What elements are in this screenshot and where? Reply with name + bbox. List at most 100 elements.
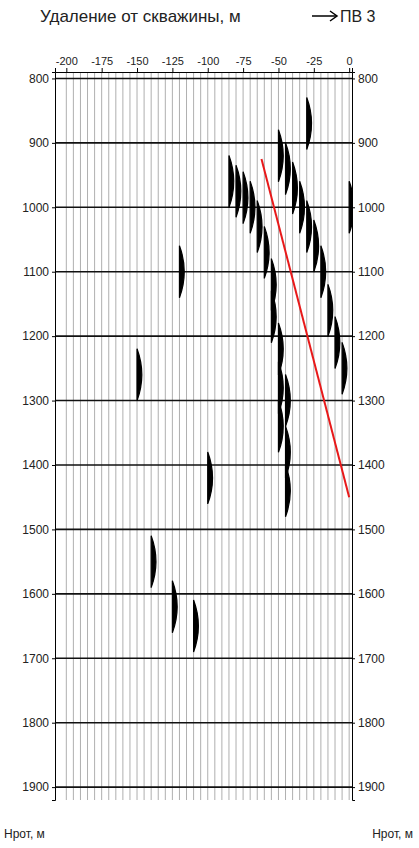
y-tick-mark [52,336,55,337]
event [342,342,347,394]
y-tick: 1300 [352,394,385,408]
y-tick-mark [52,529,55,530]
y-tick-mark [52,658,55,659]
y-tick-label: 1100 [23,265,49,279]
event [335,317,340,369]
x-tick: -75 [236,55,252,72]
y-tick: 1000 [22,201,55,215]
trace [335,72,336,800]
y-tick-label: 1200 [358,329,385,343]
event [328,284,333,336]
y-tick-mark [352,207,355,208]
arrow-line [312,15,336,17]
y-tick: 1800 [352,716,385,730]
y-tick-mark [352,143,355,144]
grid-line [55,529,352,531]
event [243,172,248,224]
y-tick-label: 900 [29,136,49,150]
y-tick-mark [352,594,355,595]
y-tick: 900 [352,136,378,150]
event [236,165,241,217]
event [286,375,291,427]
event [137,349,142,401]
y-tick-label: 1900 [22,780,49,794]
trace [214,72,215,800]
event [257,201,262,253]
y-tick-mark [52,143,55,144]
y-axis-right: 8009001000110012001300140015001600170018… [352,72,385,801]
trace [108,72,109,800]
y-tick: 1500 [22,523,55,537]
title: Удаление от скважины, м [40,7,241,26]
y-tick: 1700 [352,652,385,666]
grid-line [55,657,352,659]
y-axis-line [353,73,356,801]
x-tick-label: -150 [127,55,149,67]
grid-line [55,722,352,724]
y-tick: 1100 [23,265,55,279]
trace [129,72,130,800]
trace [80,72,81,800]
trace [115,72,116,800]
event [321,246,326,298]
trace [144,72,145,800]
trace [137,72,138,800]
grid-line [55,271,352,273]
y-tick-mark [52,594,55,595]
y-tick: 1900 [22,780,55,794]
trace [87,72,88,800]
y-tick-label: 1000 [22,201,49,215]
trace [271,72,272,800]
y-tick-label: 800 [29,72,49,86]
x-tick-mark [208,68,209,72]
y-tick-label: 1600 [358,587,385,601]
grid-line [55,593,352,595]
x-tick-mark [172,68,173,72]
grid-line [55,464,352,466]
y-tick-label: 1600 [22,587,49,601]
x-tick: -150 [127,55,149,72]
y-tick-mark [352,336,355,337]
y-tick: 1000 [352,201,385,215]
x-tick-label: -125 [162,55,184,67]
event [286,465,291,517]
event [286,143,291,195]
trace [207,72,208,800]
y-tick-mark [352,723,355,724]
y-tick-label: 800 [358,72,378,86]
grid-line [55,786,352,788]
event [271,291,276,343]
event [314,220,319,272]
x-tick-label: -175 [91,55,113,67]
event [194,600,199,652]
trace [101,72,102,800]
y-tick-label: 1500 [22,523,49,537]
y-tick: 1200 [352,329,385,343]
trace [73,72,74,800]
x-tick-mark [314,68,315,72]
event [278,130,283,182]
x-axis: -200-175-150-125-100-75-50-250 [56,55,353,73]
y-axis-title: Нрот, м [4,827,45,841]
y-tick-label: 1000 [358,201,385,215]
annotation-text: ПВ 3 [340,8,376,25]
y-tick-label: 1400 [358,458,385,472]
x-tick-label: 0 [347,55,353,67]
y-tick: 1600 [22,587,55,601]
y-tick-mark [52,207,55,208]
y-tick-mark [52,78,55,79]
x-tick-label: -25 [306,55,322,67]
y-tick: 1800 [22,716,55,730]
y-tick-mark [352,272,355,273]
y-tick-label: 1400 [22,458,49,472]
y-tick-label: 1200 [22,329,49,343]
y-tick: 900 [29,136,55,150]
trace [186,72,187,800]
x-tick: -50 [271,55,287,72]
arrow-head [330,11,337,21]
x-tick: -125 [162,55,184,72]
y-tick-label: 1300 [358,394,385,408]
trace [158,72,159,800]
y-tick-mark [52,272,55,273]
grid-line [55,78,352,80]
